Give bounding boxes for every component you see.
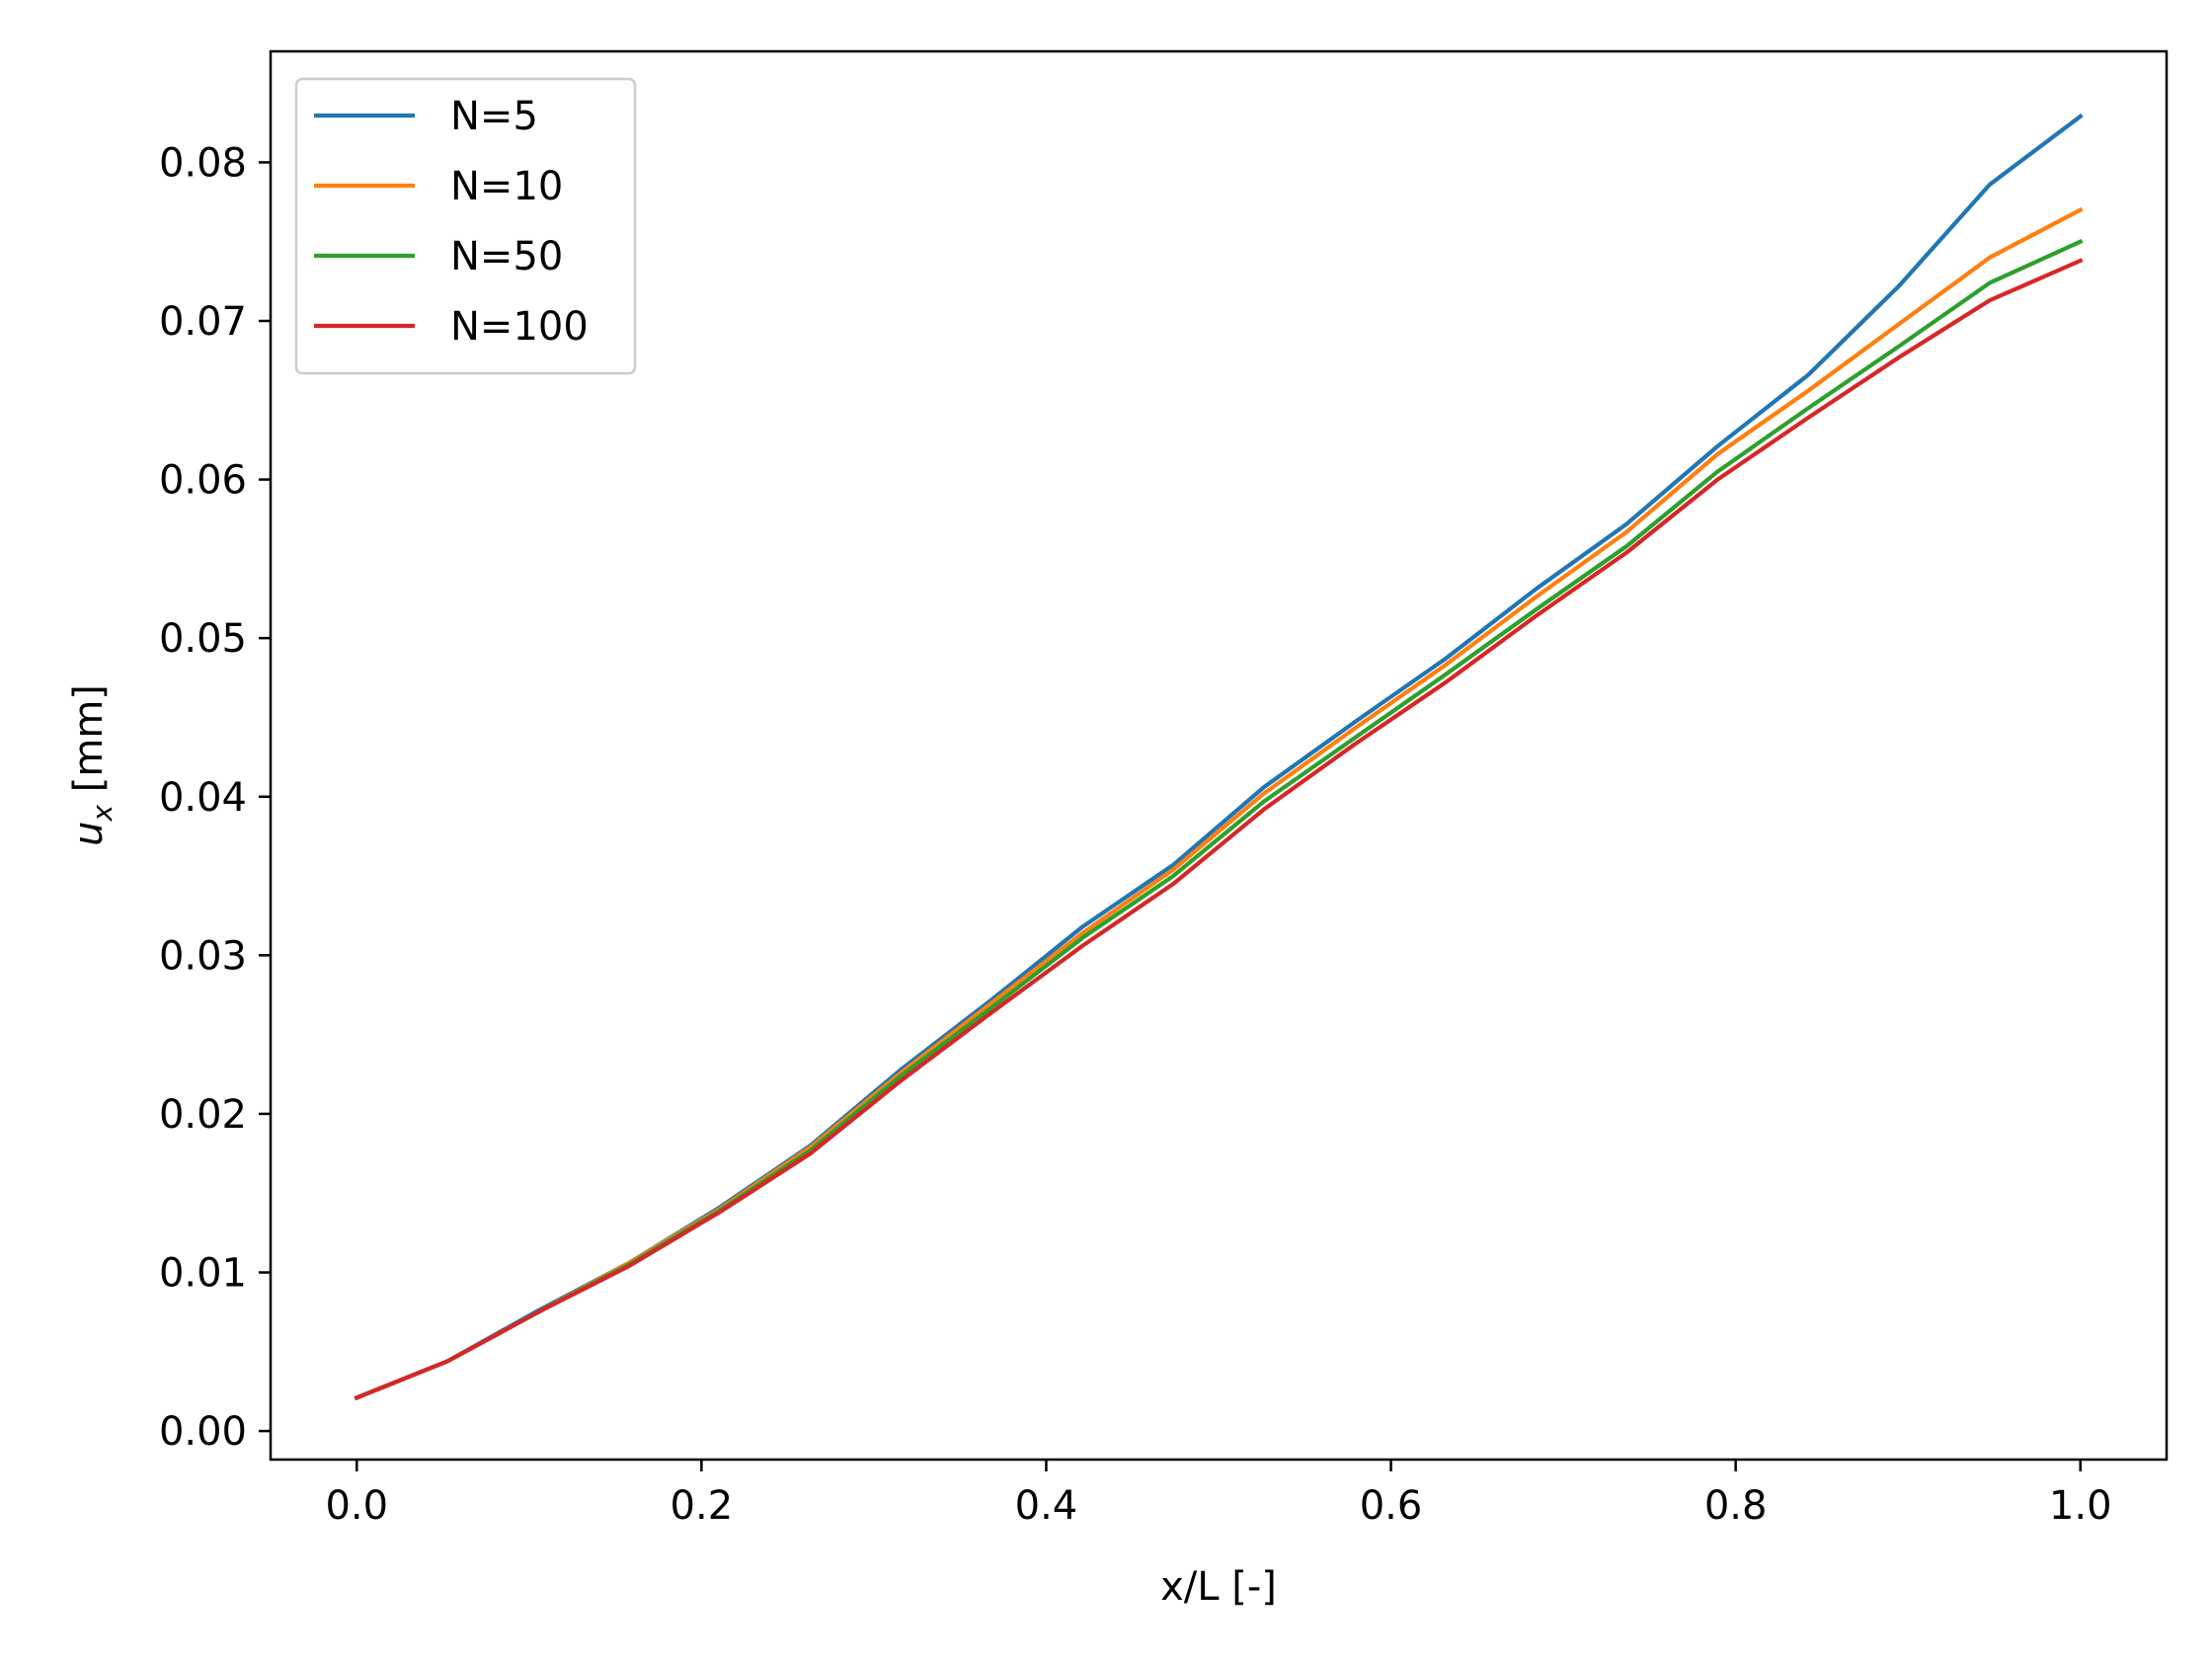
x-tick-label: 0.6	[1360, 1483, 1423, 1529]
plot-frame	[269, 49, 2169, 1462]
legend-items: N=5 N=10 N=50 N=100	[314, 94, 589, 350]
x-axis-title: x/L [-]	[1160, 1564, 1277, 1610]
legend-label-2: N=50	[450, 234, 563, 279]
legend-label-3: N=100	[450, 304, 589, 350]
x-tick-label: 0.8	[1704, 1483, 1768, 1529]
y-axis-title-subscript: x	[86, 805, 118, 823]
y-axis-title-symbol: u	[66, 822, 112, 846]
y-tick-label: 0.00	[159, 1409, 247, 1455]
x-tick-label: 0.0	[325, 1483, 388, 1529]
y-tick-label: 0.08	[159, 140, 247, 186]
x-tick-label: 0.4	[1015, 1483, 1078, 1529]
series-layer	[354, 113, 2084, 1401]
legend-label-1: N=10	[450, 164, 563, 209]
y-tick-label: 0.04	[159, 775, 247, 821]
x-tick-label: 1.0	[2049, 1483, 2112, 1529]
y-tick-label: 0.02	[159, 1092, 247, 1138]
y-tick-label: 0.07	[159, 299, 247, 345]
y-tick-label: 0.06	[159, 458, 247, 504]
x-axis-ticks: 0.0 0.2 0.4 0.6 0.8 1.0	[325, 1460, 2112, 1529]
y-tick-label: 0.03	[159, 933, 247, 979]
y-axis-title: ux [mm]	[66, 684, 118, 846]
y-tick-label: 0.01	[159, 1251, 247, 1297]
legend: N=5 N=10 N=50 N=100	[294, 77, 637, 375]
series-line-3	[354, 258, 2084, 1401]
y-axis-ticks: 0.00 0.01 0.02 0.03 0.04 0.05 0.06 0.07 0.08	[159, 140, 271, 1455]
legend-box	[294, 77, 637, 375]
x-tick-label: 0.2	[671, 1483, 734, 1529]
axes-layer	[269, 49, 2169, 1462]
legend-label-0: N=5	[450, 94, 538, 139]
y-axis-title-unit: [mm]	[66, 684, 112, 805]
y-tick-label: 0.05	[159, 616, 247, 662]
